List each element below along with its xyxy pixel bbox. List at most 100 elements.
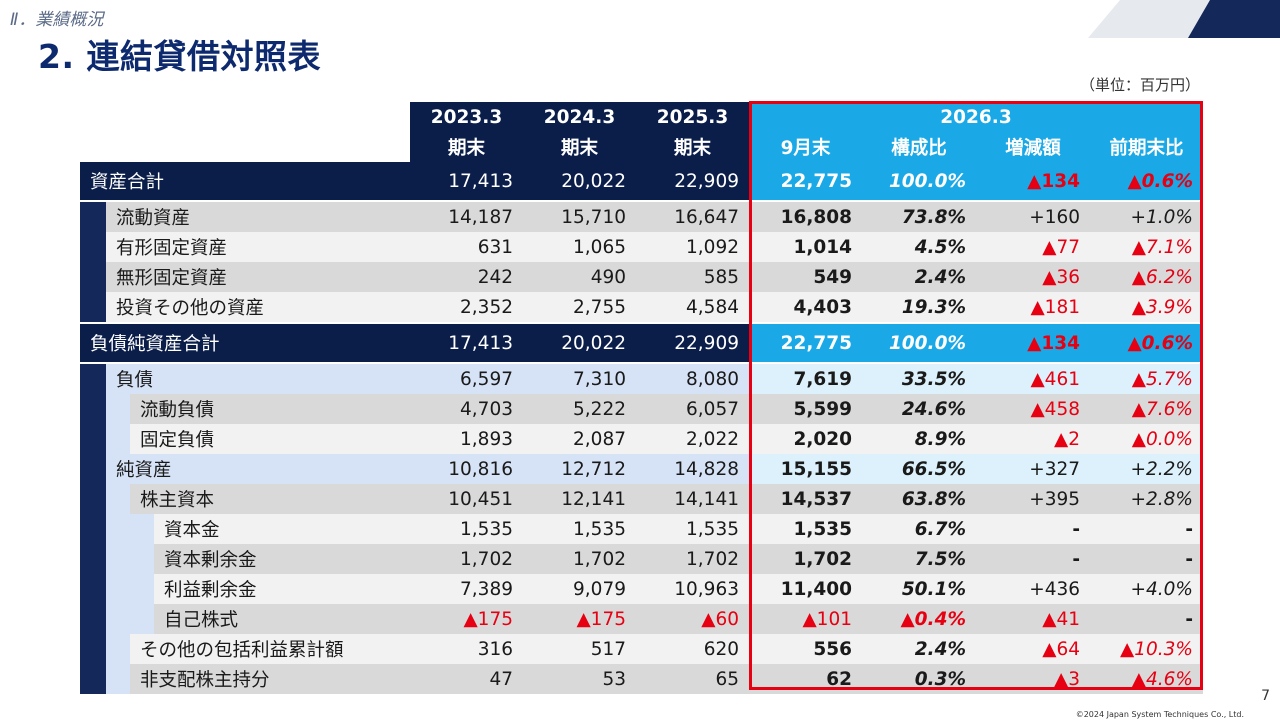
table-row: 自己株式 ▲175 ▲175 ▲60 ▲101 ▲0.4% ▲41 - <box>80 604 1203 634</box>
indent-spacer <box>106 394 130 454</box>
cell-pct: ▲0.6% <box>1090 162 1203 201</box>
cell-value: ▲175 <box>523 604 636 634</box>
cell-pct: ▲5.7% <box>1090 362 1203 394</box>
cell-value: 1,702 <box>636 544 749 574</box>
cell-value: 7,389 <box>410 574 523 604</box>
cell-current: 14,537 <box>749 484 862 514</box>
current-sub-header-pct: 前期末比 <box>1090 132 1203 162</box>
row-label: 流動資産 <box>106 200 410 232</box>
cell-value: 2,352 <box>410 292 523 323</box>
cell-ratio: 2.4% <box>862 262 976 292</box>
year-header: 2024.3 <box>523 102 636 132</box>
cell-value: 5,222 <box>523 394 636 424</box>
row-label: 負債 <box>106 362 410 394</box>
cell-pct: ▲7.1% <box>1090 232 1203 262</box>
cell-value: 1,535 <box>523 514 636 544</box>
cell-current: 22,775 <box>749 162 862 201</box>
cell-value: 631 <box>410 232 523 262</box>
cell-ratio: 50.1% <box>862 574 976 604</box>
section-label: Ⅱ．業績概況 <box>10 10 104 30</box>
cell-pct: - <box>1090 604 1203 634</box>
header-row-years: 2023.3 2024.3 2025.3 2026.3 <box>80 102 1203 132</box>
table-row: 有形固定資産 631 1,065 1,092 1,014 4.5% ▲77 ▲7… <box>80 232 1203 262</box>
year-sub-header: 期末 <box>636 132 749 162</box>
cell-current: 1,014 <box>749 232 862 262</box>
cell-change: - <box>976 514 1090 544</box>
row-label: 負債純資産合計 <box>80 322 410 363</box>
cell-ratio: 2.4% <box>862 634 976 664</box>
cell-value: 22,909 <box>636 322 749 363</box>
cell-value: 53 <box>523 664 636 694</box>
table-row: 資本金 1,535 1,535 1,535 1,535 6.7% - - <box>80 514 1203 634</box>
cell-pct: ▲7.6% <box>1090 394 1203 424</box>
header-row-sub: 期末 期末 期末 9月末 構成比 増減額 前期末比 <box>80 132 1203 162</box>
balance-sheet-table: 2023.3 2024.3 2025.3 2026.3 期末 期末 期末 9月末… <box>80 102 1203 694</box>
cell-ratio: 66.5% <box>862 454 976 484</box>
cell-ratio: 0.3% <box>862 664 976 694</box>
cell-change: +327 <box>976 454 1090 484</box>
cell-value: 12,712 <box>523 454 636 484</box>
row-label: 固定負債 <box>130 424 410 454</box>
cell-current: 1,702 <box>749 544 862 574</box>
cell-value: 517 <box>523 634 636 664</box>
year-header: 2023.3 <box>410 102 523 132</box>
cell-current: 5,599 <box>749 394 862 424</box>
cell-value: 1,092 <box>636 232 749 262</box>
page-title: 2. 連結貸借対照表 <box>38 37 321 76</box>
indent-bar <box>80 200 106 323</box>
cell-current: 1,535 <box>749 514 862 544</box>
table-row: 利益剰余金 7,389 9,079 10,963 11,400 50.1% +4… <box>80 574 1203 604</box>
cell-ratio: 63.8% <box>862 484 976 514</box>
cell-current: 11,400 <box>749 574 862 604</box>
indent-bar <box>80 362 106 694</box>
cell-ratio: 100.0% <box>862 162 976 201</box>
cell-pct: - <box>1090 544 1203 574</box>
cell-ratio: 100.0% <box>862 322 976 363</box>
cell-change: ▲134 <box>976 162 1090 201</box>
cell-change: +160 <box>976 200 1090 232</box>
cell-value: 20,022 <box>523 322 636 363</box>
cell-pct: +2.8% <box>1090 484 1203 514</box>
table-row: 投資その他の資産 2,352 2,755 4,584 4,403 19.3% ▲… <box>80 292 1203 323</box>
cell-current: 15,155 <box>749 454 862 484</box>
table-row: 流動負債 4,703 5,222 6,057 5,599 24.6% ▲458 … <box>80 394 1203 454</box>
cell-value: 2,022 <box>636 424 749 454</box>
cell-value: 6,057 <box>636 394 749 424</box>
cell-pct: +2.2% <box>1090 454 1203 484</box>
cell-ratio: 19.3% <box>862 292 976 323</box>
cell-change: ▲64 <box>976 634 1090 664</box>
cell-ratio: 24.6% <box>862 394 976 424</box>
row-label: 無形固定資産 <box>106 262 410 292</box>
table-row: 流動資産 14,187 15,710 16,647 16,808 73.8% +… <box>80 200 1203 323</box>
cell-value: 9,079 <box>523 574 636 604</box>
table-row: 固定負債 1,893 2,087 2,022 2,020 8.9% ▲2 ▲0.… <box>80 424 1203 454</box>
row-label: 資本金 <box>154 514 410 544</box>
cell-ratio: 7.5% <box>862 544 976 574</box>
table-row: 資本剰余金 1,702 1,702 1,702 1,702 7.5% - - <box>80 544 1203 574</box>
cell-value: 14,828 <box>636 454 749 484</box>
cell-value: 20,022 <box>523 162 636 201</box>
current-sub-header-sep: 9月末 <box>749 132 862 162</box>
row-label: 自己株式 <box>154 604 410 634</box>
current-year-header: 2026.3 <box>749 102 1203 132</box>
cell-value: 4,703 <box>410 394 523 424</box>
cell-change: - <box>976 544 1090 574</box>
cell-value: 2,087 <box>523 424 636 454</box>
cell-value: 2,755 <box>523 292 636 323</box>
cell-pct: - <box>1090 514 1203 544</box>
table-row: 株主資本 10,451 12,141 14,141 14,537 63.8% +… <box>80 484 1203 694</box>
row-label: 資本剰余金 <box>154 544 410 574</box>
row-label: 有形固定資産 <box>106 232 410 262</box>
cell-value: 7,310 <box>523 362 636 394</box>
cell-value: 620 <box>636 634 749 664</box>
row-label: 純資産 <box>106 454 410 484</box>
year-header: 2025.3 <box>636 102 749 132</box>
cell-ratio: 8.9% <box>862 424 976 454</box>
cell-value: 4,584 <box>636 292 749 323</box>
cell-pct: ▲4.6% <box>1090 664 1203 694</box>
table-row: 無形固定資産 242 490 585 549 2.4% ▲36 ▲6.2% <box>80 262 1203 292</box>
cell-current: 62 <box>749 664 862 694</box>
cell-current: ▲101 <box>749 604 862 634</box>
cell-change: ▲77 <box>976 232 1090 262</box>
table-row: 純資産 10,816 12,712 14,828 15,155 66.5% +3… <box>80 454 1203 484</box>
